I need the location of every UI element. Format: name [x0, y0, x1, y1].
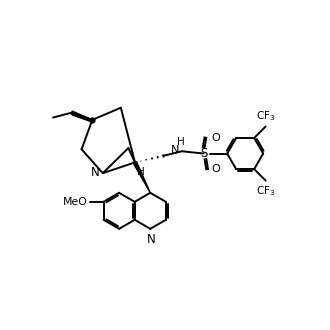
Text: MeO: MeO	[63, 197, 88, 207]
Text: CF$_3$: CF$_3$	[256, 110, 275, 123]
Text: H: H	[137, 167, 144, 177]
Polygon shape	[71, 111, 92, 120]
Text: N: N	[147, 233, 156, 246]
Text: O: O	[211, 133, 220, 143]
Polygon shape	[133, 162, 150, 193]
Text: S: S	[200, 147, 207, 160]
Text: N: N	[91, 166, 100, 179]
Text: CF$_3$: CF$_3$	[256, 184, 275, 198]
Text: O: O	[211, 164, 220, 174]
Text: H: H	[177, 137, 184, 147]
Text: N: N	[171, 145, 180, 155]
